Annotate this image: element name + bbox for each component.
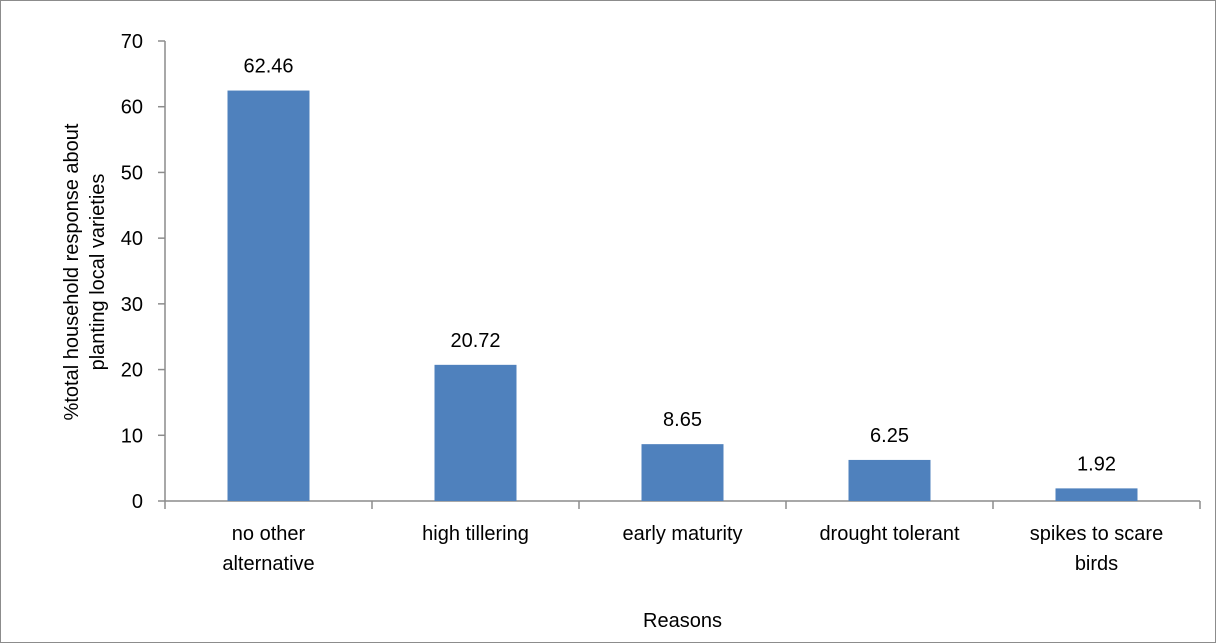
bar	[434, 364, 517, 501]
x-tick-label-line: spikes to scare	[1030, 523, 1163, 545]
x-tick-label: drought tolerant	[819, 523, 960, 545]
data-label: 6.25	[870, 425, 909, 447]
bar	[1055, 488, 1138, 501]
y-tick-label: 60	[121, 97, 143, 119]
data-label: 8.65	[663, 409, 702, 431]
bars	[227, 90, 1138, 501]
y-axis: 0 10 20 30 40 50 60 70	[121, 31, 166, 513]
bar	[227, 90, 310, 501]
y-tick-label: 30	[121, 294, 143, 316]
y-tick-label: 70	[121, 31, 143, 53]
x-tick-label: spikes to scare birds	[1030, 523, 1163, 575]
y-axis-title-line: %total household response about	[61, 123, 83, 420]
y-tick-label: 40	[121, 228, 143, 250]
x-axis-title: Reasons	[643, 610, 722, 632]
y-axis-title-line: planting local varieties	[87, 174, 109, 371]
x-tick-label: early maturity	[622, 523, 742, 545]
y-tick-label: 50	[121, 162, 143, 184]
data-label: 20.72	[450, 330, 500, 352]
y-tick-label: 0	[132, 491, 143, 513]
x-tick-label-line: early maturity	[622, 523, 742, 545]
y-axis-title: %total household response about planting …	[61, 123, 109, 420]
bar	[641, 444, 724, 501]
data-label: 1.92	[1077, 453, 1116, 475]
data-label: 62.46	[243, 56, 293, 78]
x-tick-label: no other alternative	[222, 523, 314, 575]
y-tick-label: 20	[121, 360, 143, 382]
x-tick-label-line: high tillering	[422, 523, 529, 545]
x-tick-label-line: drought tolerant	[819, 523, 960, 545]
x-tick-label-line: birds	[1075, 553, 1118, 575]
x-tick-label: high tillering	[422, 523, 529, 545]
x-axis: no other alternative high tillering early m…	[164, 500, 1201, 575]
data-labels: 62.46 20.72 8.65 6.25 1.92	[243, 56, 1116, 476]
bar	[848, 459, 931, 501]
x-tick-label-line: no other	[232, 523, 306, 545]
y-tick-label: 10	[121, 425, 143, 447]
x-tick-label-line: alternative	[222, 553, 314, 575]
